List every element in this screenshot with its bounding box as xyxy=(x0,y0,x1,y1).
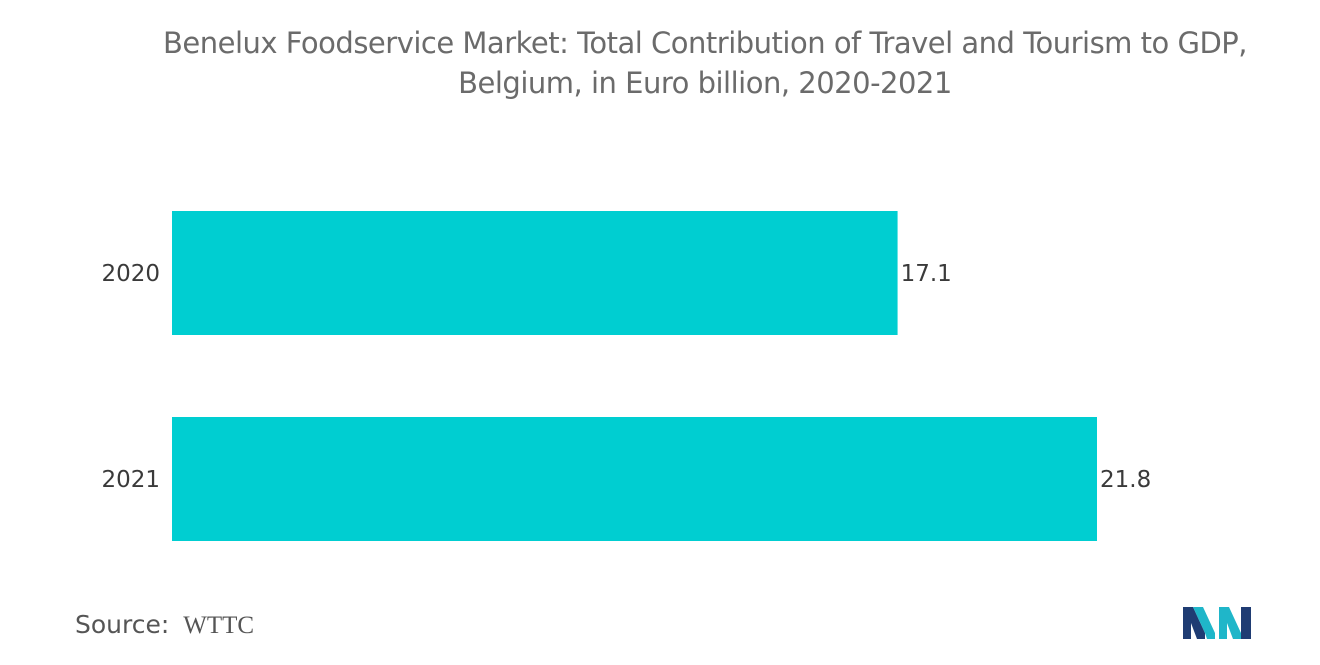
source-label: Source: xyxy=(75,610,170,639)
chart-title-line-2: Belgium, in Euro billion, 2020-2021 xyxy=(458,66,952,100)
source-value: WTTC xyxy=(183,612,255,639)
mordor-intelligence-logo-icon xyxy=(1183,607,1251,639)
source-note: Source: WTTC xyxy=(75,610,254,640)
value-label-2021: 21.8 xyxy=(1100,467,1151,493)
category-label-2021: 2021 xyxy=(101,467,160,493)
value-label-2020: 17.1 xyxy=(901,261,952,287)
category-label-2020: 2020 xyxy=(101,261,160,287)
chart-title-line-1: Benelux Foodservice Market: Total Contri… xyxy=(163,26,1248,60)
bar-2021 xyxy=(172,417,1097,541)
bar-2020 xyxy=(172,211,898,335)
